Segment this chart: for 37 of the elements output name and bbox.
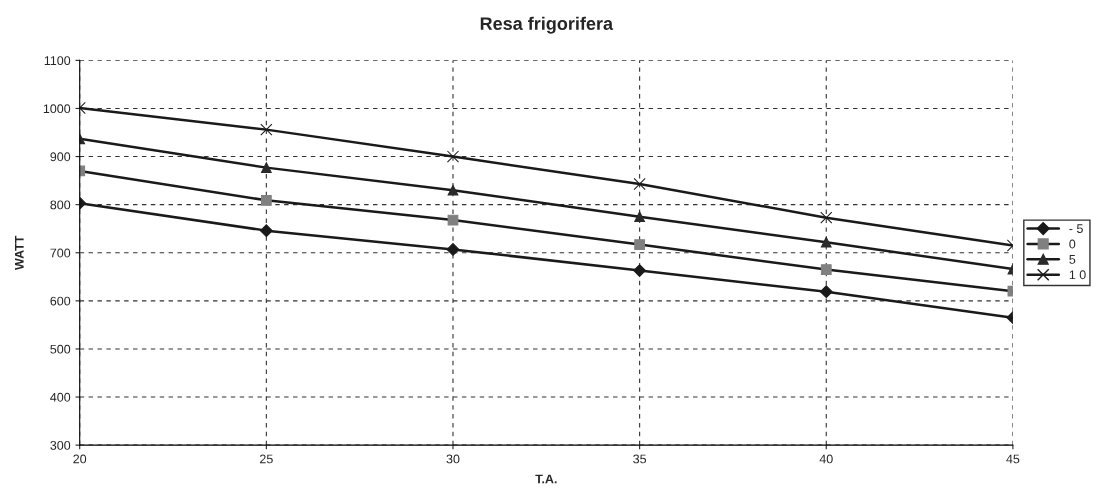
y-axis-title: WATT: [15, 235, 24, 270]
point: [260, 194, 272, 206]
point: [446, 242, 460, 256]
y-tick-label: 1000: [43, 104, 71, 114]
x-tick-label: 40: [819, 454, 833, 464]
point: [633, 177, 646, 191]
point: [446, 150, 460, 163]
x-tick-label: 30: [446, 454, 460, 464]
chart-title: Resa frigorifera: [480, 16, 614, 34]
legend-label: - 5: [1069, 224, 1083, 234]
point: [259, 224, 273, 238]
y-tick-label: 400: [50, 392, 71, 402]
x-tick-label: 25: [260, 454, 273, 464]
point: [820, 236, 832, 248]
y-tick-label: 900: [50, 152, 71, 162]
legend-label: 5: [1069, 255, 1076, 264]
point: [820, 264, 832, 275]
x-tick-label: 45: [1006, 454, 1020, 464]
y-tick-label: 800: [50, 200, 71, 210]
y-tick-label: 500: [50, 344, 71, 354]
x-tick-label: 35: [633, 454, 647, 464]
legend-label: 1 0: [1069, 270, 1086, 280]
point: [819, 285, 833, 299]
x-axis-title: T.A.: [535, 474, 557, 484]
x-tick-label: 20: [73, 454, 87, 464]
y-tick-label: 700: [50, 248, 71, 258]
y-tick-label: 1100: [44, 56, 71, 66]
legend-label: 0: [1069, 239, 1076, 249]
point: [634, 239, 646, 250]
point: [447, 184, 459, 196]
point: [260, 123, 273, 136]
point: [260, 162, 272, 173]
y-tick-label: 300: [50, 440, 71, 450]
y-tick-label: 600: [50, 296, 71, 306]
point: [634, 211, 646, 223]
point: [820, 211, 833, 224]
point: [633, 264, 647, 277]
